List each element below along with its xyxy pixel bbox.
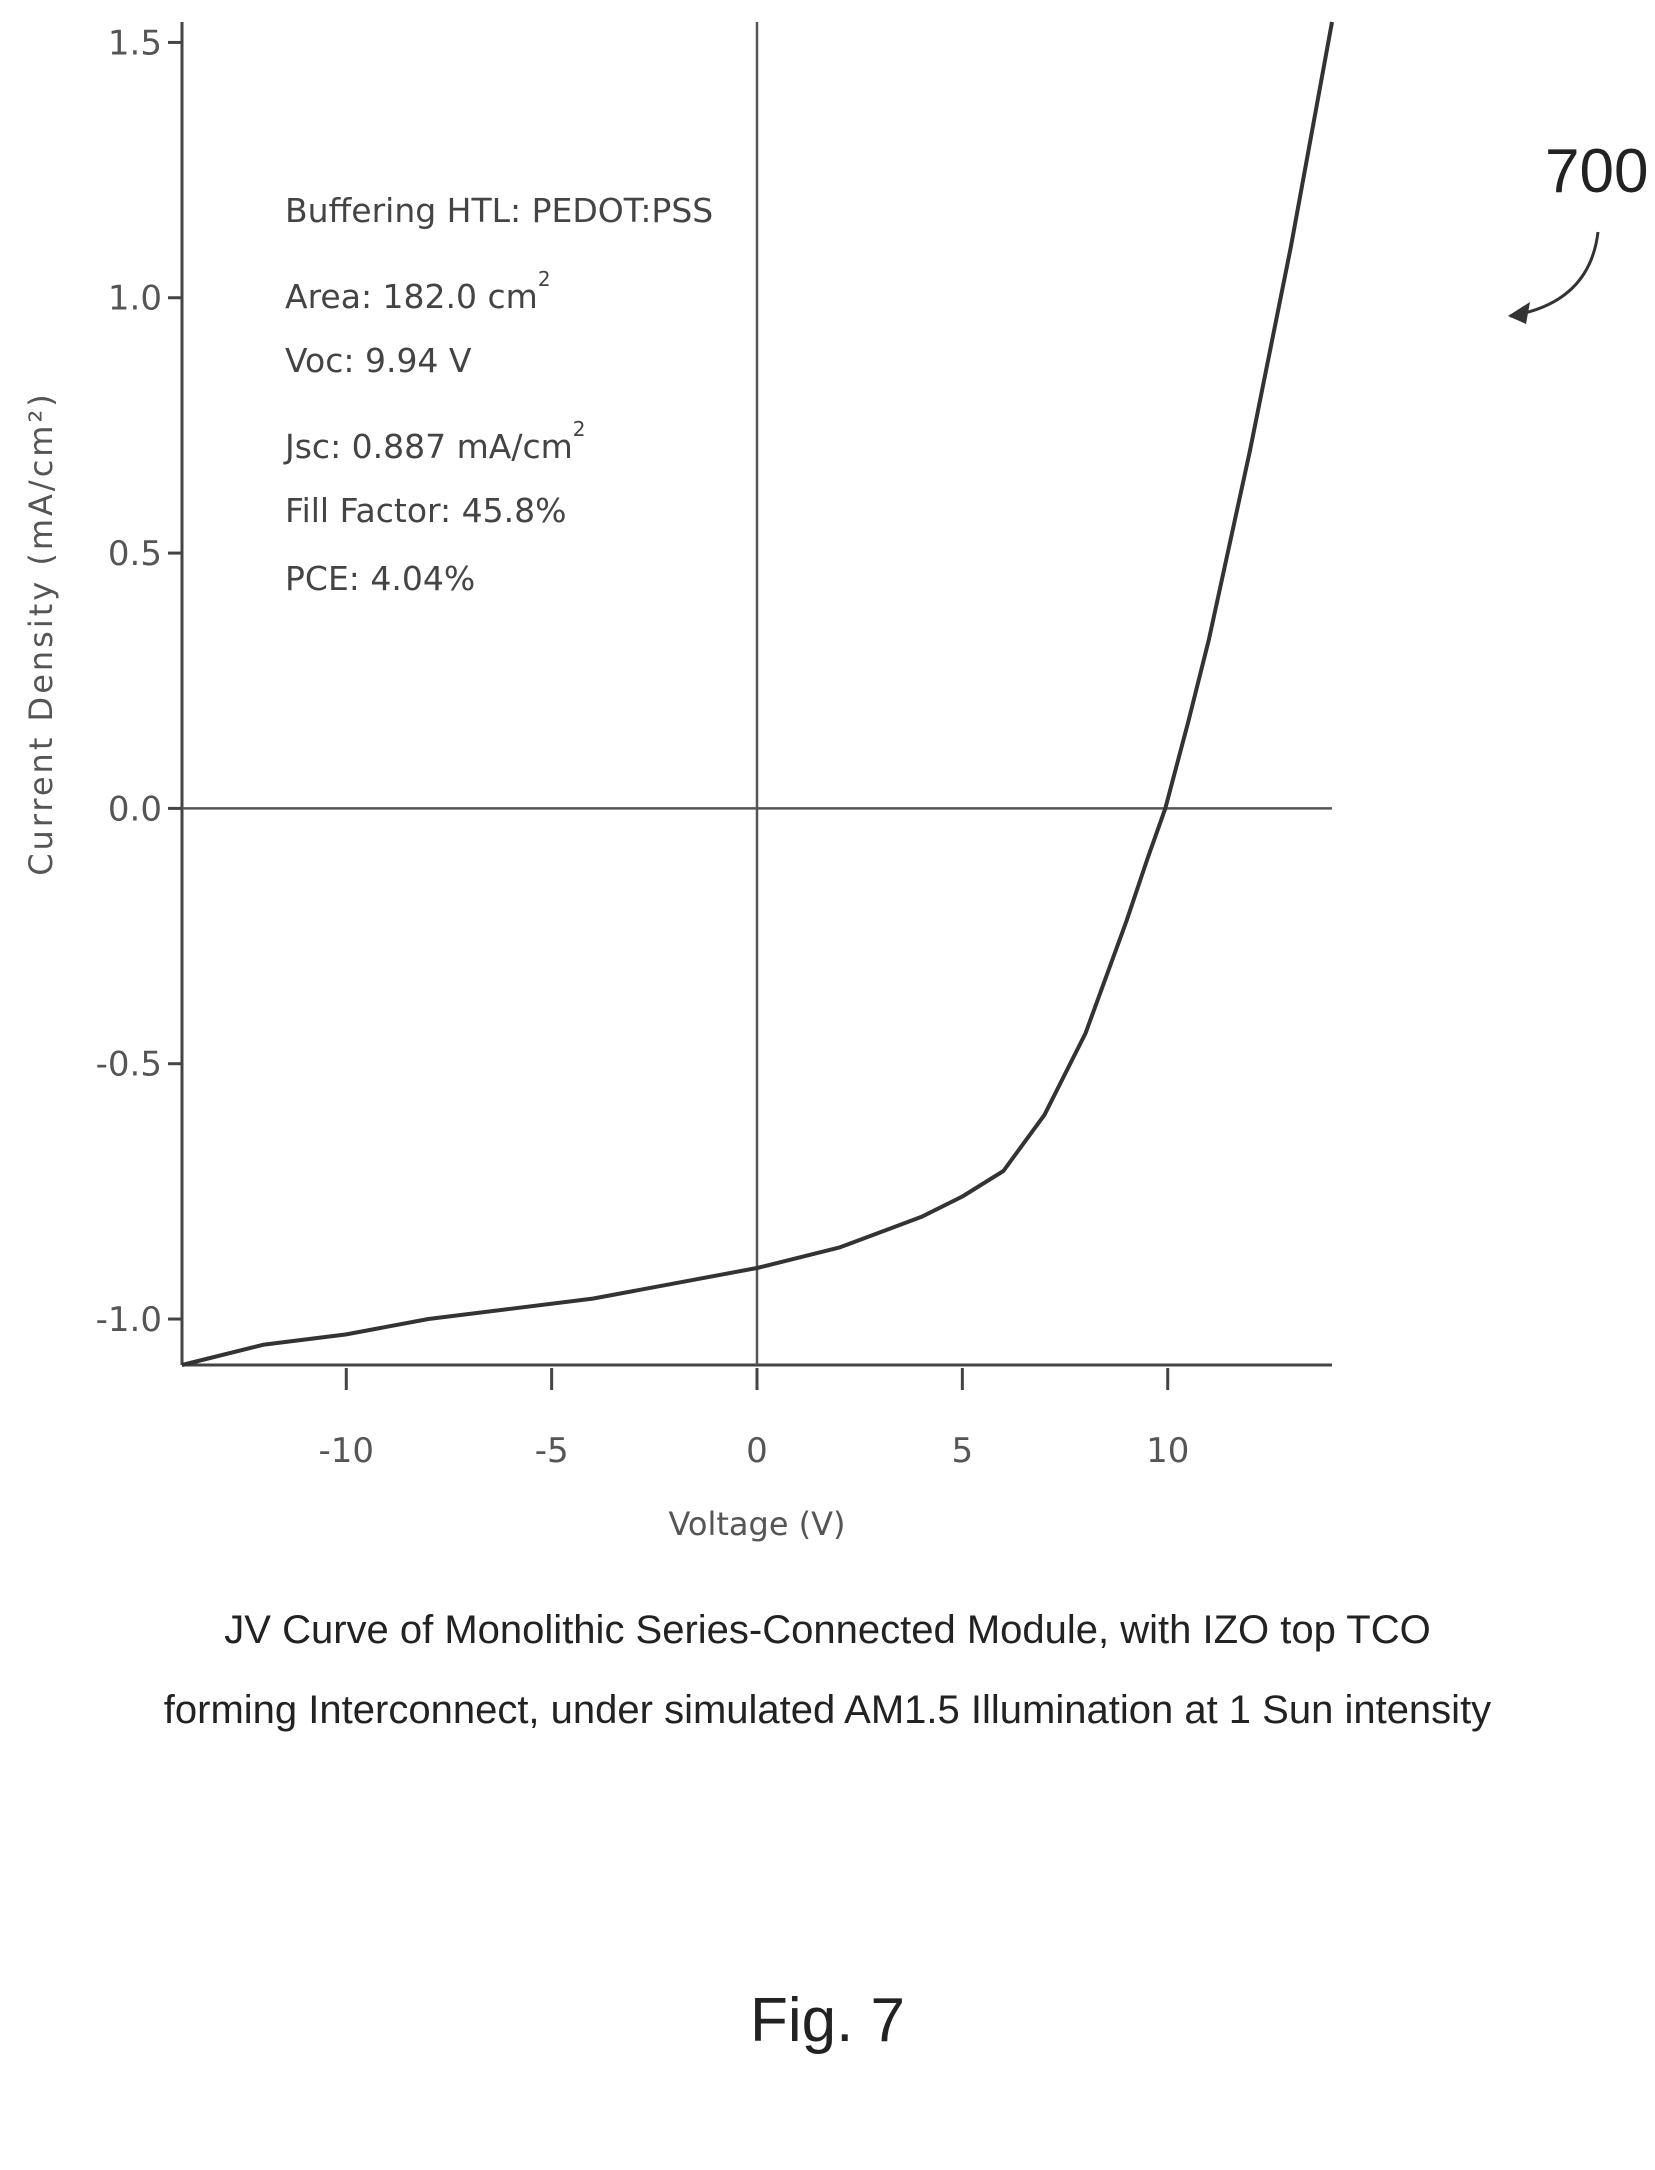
annotation-area: Area: 182.0 cm2 (285, 267, 551, 316)
annotation-pce: PCE: 4.04% (285, 559, 475, 598)
x-ticks: -10 -5 0 5 10 (319, 1368, 1189, 1471)
reference-numeral: 700 (1545, 137, 1648, 206)
parameter-annotations: Buffering HTL: PEDOT:PSS Area: 182.0 cm2… (283, 191, 713, 598)
annotation-voc: Voc: 9.94 V (285, 341, 472, 380)
annotation-fill-factor: Fill Factor: 45.8% (285, 491, 566, 530)
x-tick-label: 10 (1146, 1431, 1189, 1471)
y-tick-label: 1.0 (108, 279, 162, 319)
y-ticks: -1.0 -0.5 0.0 0.5 1.0 1.5 (96, 23, 182, 1340)
x-axis-title: Voltage (V) (668, 1505, 845, 1543)
y-tick-label: 1.5 (108, 23, 162, 63)
x-tick-label: -5 (535, 1431, 569, 1471)
annotation-jsc-superscript: 2 (573, 417, 586, 441)
jv-curve-line (181, 21, 1334, 1367)
caption-line-1: JV Curve of Monolithic Series-Connected … (224, 1608, 1431, 1652)
y-tick-label: 0.0 (108, 789, 162, 829)
jv-curve-chart: -1.0 -0.5 0.0 0.5 1.0 1.5 -10 -5 0 5 10 Current D… (22, 21, 1648, 1543)
x-tick-label: 5 (952, 1431, 974, 1471)
y-tick-label: 0.5 (108, 534, 162, 574)
annotation-jsc: Jsc: 0.887 mA/cm2 (283, 417, 586, 466)
y-axis-title: Current Density (mA/cm²) (22, 391, 60, 876)
y-tick-label: -1.0 (96, 1300, 162, 1340)
x-tick-label: 0 (746, 1431, 768, 1471)
figure-label: Fig. 7 (749, 1986, 906, 2055)
x-tick-label: -10 (319, 1431, 375, 1471)
annotation-area-superscript: 2 (538, 267, 551, 291)
plot-frame (180, 22, 1332, 1367)
caption-line-2: forming Interconnect, under simulated AM… (163, 1688, 1492, 1732)
y-tick-label: -0.5 (96, 1045, 162, 1085)
annotation-htl: Buffering HTL: PEDOT:PSS (285, 191, 713, 230)
reference-arrow-icon (1508, 231, 1600, 324)
series-layer (181, 21, 1334, 1367)
